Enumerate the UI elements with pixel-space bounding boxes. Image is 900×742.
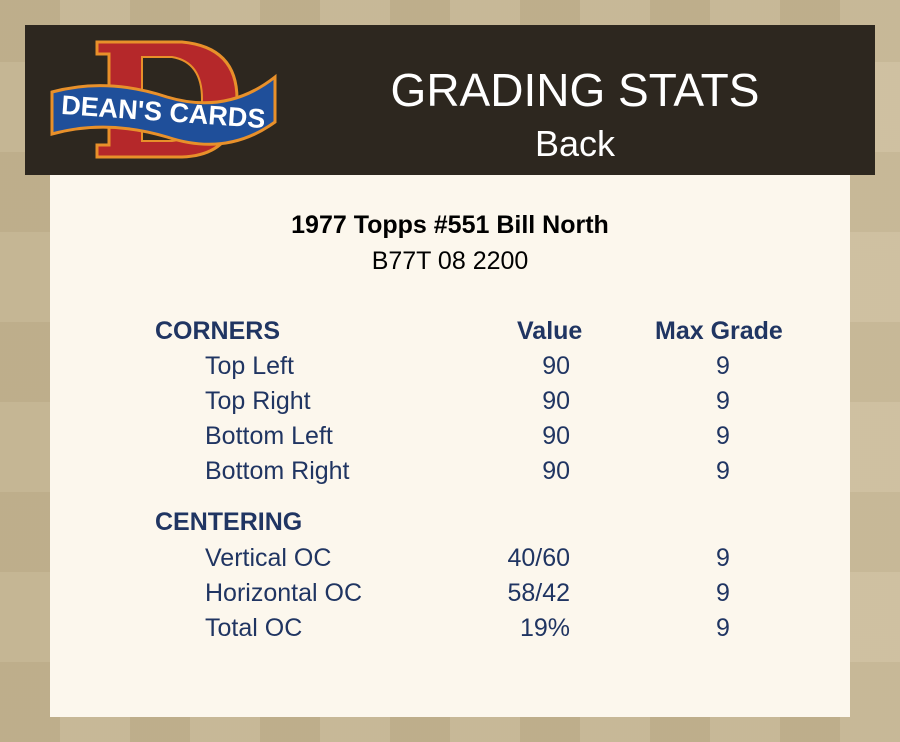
row-label: Top Right <box>205 387 311 415</box>
row-value: 40/60 <box>507 544 570 572</box>
table-row: Bottom Right 90 9 <box>50 457 850 487</box>
row-label: Vertical OC <box>205 544 332 572</box>
card-title: 1977 Topps #551 Bill North <box>291 211 609 239</box>
row-max-grade: 9 <box>716 457 730 485</box>
row-value: 19% <box>519 614 570 642</box>
section-heading: CORNERS <box>155 317 281 345</box>
column-header-value: Value <box>517 317 583 345</box>
row-value: 90 <box>542 352 570 380</box>
row-label: Bottom Right <box>205 457 350 485</box>
row-value: 58/42 <box>507 579 570 607</box>
deans-cards-logo: DEAN'S CARDS <box>50 40 277 159</box>
column-header-max-grade: Max Grade <box>655 317 783 345</box>
card-code: B77T 08 2200 <box>371 247 529 275</box>
row-max-grade: 9 <box>716 387 730 415</box>
row-max-grade: 9 <box>716 422 730 450</box>
section-header-centering: CENTERING <box>50 508 850 538</box>
table-row: Top Left 90 9 <box>50 352 850 382</box>
row-max-grade: 9 <box>716 614 730 642</box>
row-value: 90 <box>542 387 570 415</box>
section-heading: CENTERING <box>155 508 303 536</box>
table-row: Total OC 19% 9 <box>50 614 850 644</box>
header-banner: DEAN'S CARDS GRADING STATS Back <box>25 25 875 175</box>
page-subtitle: Back <box>534 123 616 164</box>
row-label: Horizontal OC <box>205 579 362 607</box>
row-value: 90 <box>542 422 570 450</box>
page-title: GRADING STATS <box>390 64 760 116</box>
section-header-corners: CORNERS Value Max Grade <box>50 317 850 347</box>
row-max-grade: 9 <box>716 579 730 607</box>
row-max-grade: 9 <box>716 352 730 380</box>
row-max-grade: 9 <box>716 544 730 572</box>
table-row: Top Right 90 9 <box>50 387 850 417</box>
table-row: Bottom Left 90 9 <box>50 422 850 452</box>
row-label: Bottom Left <box>205 422 333 450</box>
row-label: Total OC <box>205 614 303 642</box>
row-label: Top Left <box>205 352 294 380</box>
stats-panel: 1977 Topps #551 Bill North B77T 08 2200 … <box>50 175 850 717</box>
row-value: 90 <box>542 457 570 485</box>
table-row: Vertical OC 40/60 9 <box>50 544 850 574</box>
table-row: Horizontal OC 58/42 9 <box>50 579 850 609</box>
